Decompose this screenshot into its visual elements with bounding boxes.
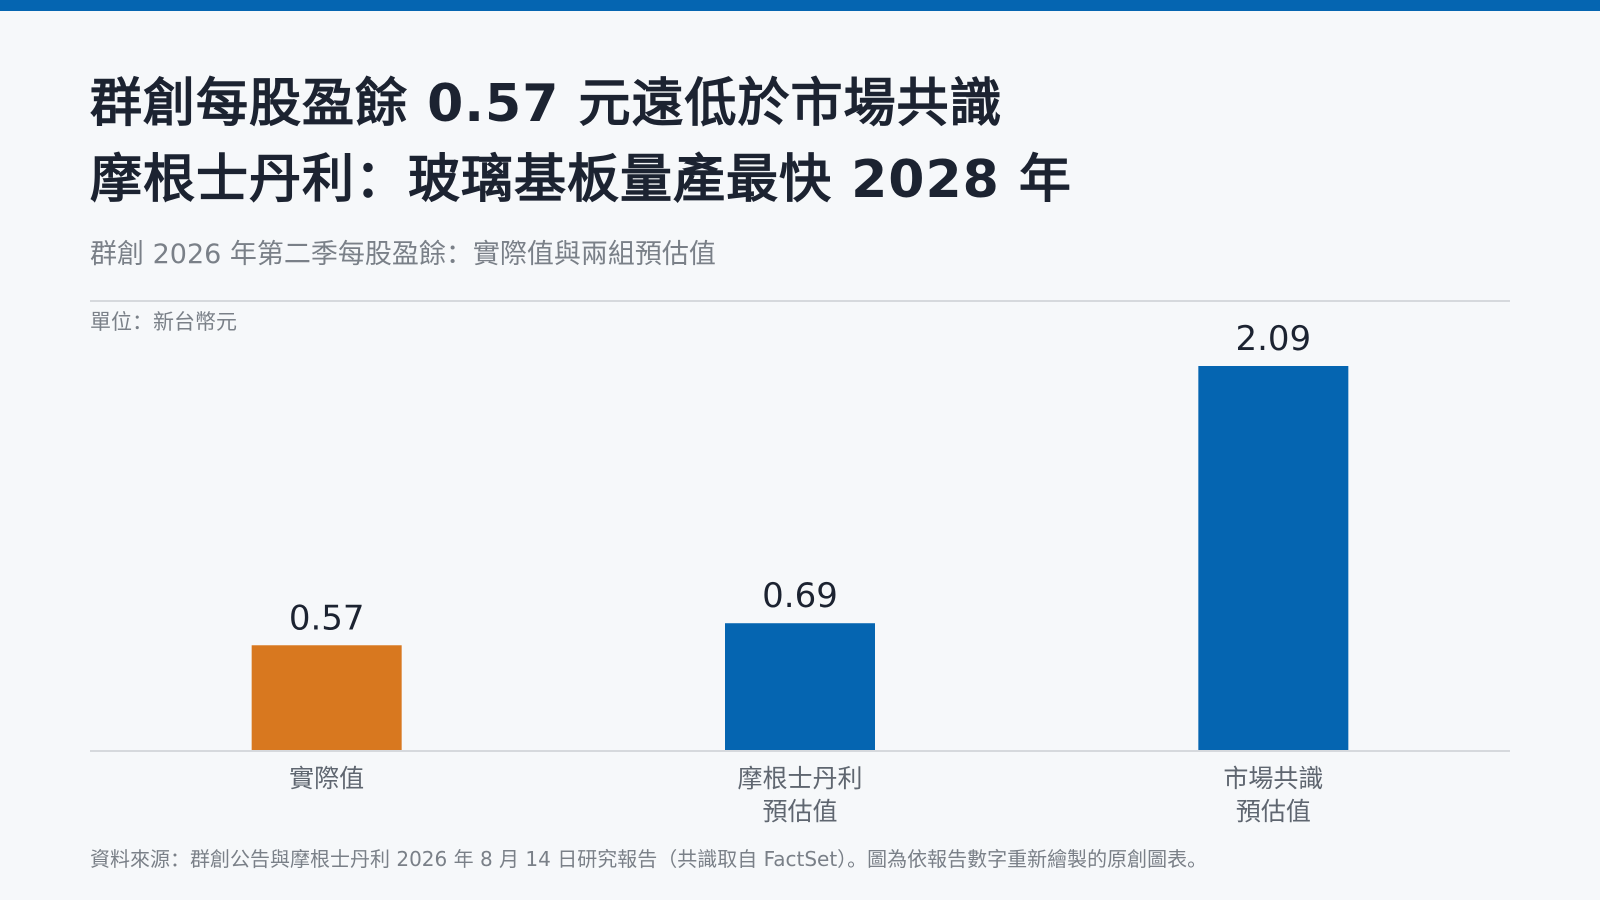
title-line-1: 群創每股盈餘 0.57 元遠低於市場共識: [90, 74, 1003, 134]
bar-0: [251, 645, 402, 750]
value-label-1: 0.69: [762, 576, 838, 616]
bar-2: [1198, 366, 1349, 750]
value-label-0: 0.57: [289, 598, 365, 638]
category-label-0-line-0: 實際值: [289, 764, 364, 793]
category-label-2-line-0: 市場共識: [1223, 764, 1323, 793]
top-accent-bar: [0, 0, 1600, 11]
title-line-2: 摩根士丹利：玻璃基板量產最快 2028 年: [90, 150, 1072, 210]
bar-1: [725, 623, 875, 750]
header-divider: [90, 300, 1510, 302]
category-label-2-line-1: 預估值: [1236, 797, 1311, 826]
unit-label: 單位：新台幣元: [90, 310, 237, 334]
category-label-1-line-1: 預估值: [762, 797, 837, 826]
category-label-1-line-0: 摩根士丹利: [737, 764, 862, 793]
page-title: 群創每股盈餘 0.57 元遠低於市場共識 摩根士丹利：玻璃基板量產最快 2028…: [90, 66, 1072, 218]
source-note: 資料來源：群創公告與摩根士丹利 2026 年 8 月 14 日研究報告（共識取自…: [90, 847, 1208, 871]
value-label-2: 2.09: [1235, 319, 1311, 359]
chart-subtitle: 群創 2026 年第二季每股盈餘：實際值與兩組預估值: [90, 239, 716, 270]
